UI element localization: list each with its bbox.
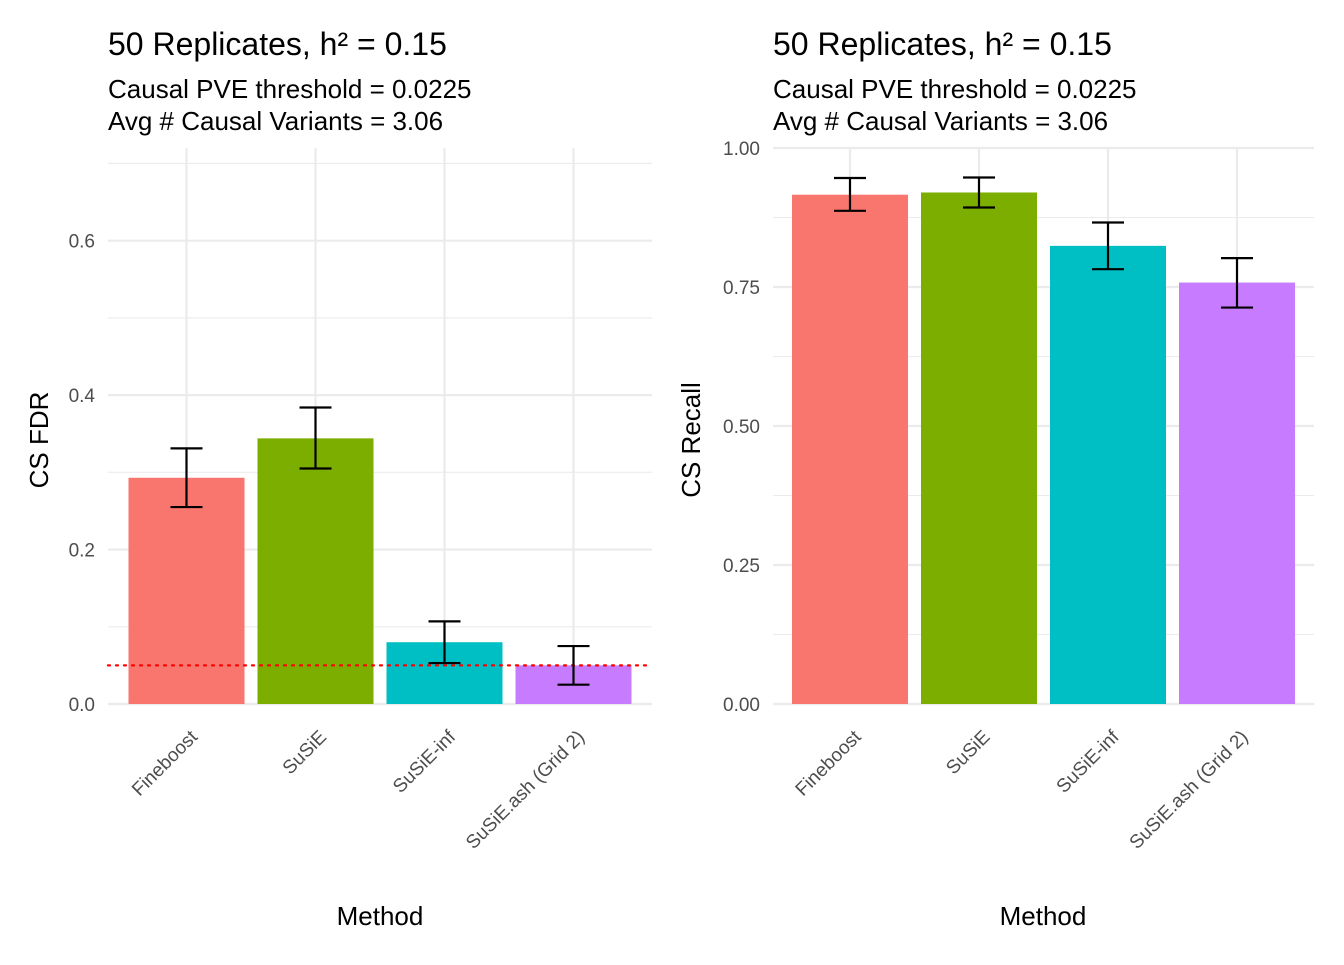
y-tick-label: 1.00 <box>723 139 760 160</box>
x-tick-label: SuSiE.ash (Grid 2) <box>462 727 589 854</box>
error-bar <box>428 620 461 665</box>
bar-fineboost <box>792 194 908 705</box>
panel-1: 50 Replicates, h² = 0.15 Causal PVE thres… <box>24 26 654 931</box>
x-tick-label: SuSiE-inf <box>1053 726 1124 797</box>
y-axis-title: CS Recall <box>676 382 706 498</box>
x-tick-label: SuSiE-inf <box>389 726 460 797</box>
y-tick-label: 0.25 <box>723 556 760 577</box>
chart-title: 50 Replicates, h² = 0.15 <box>108 26 447 62</box>
y-tick-label: 0.75 <box>723 278 760 299</box>
chart-subtitle-line: Causal PVE threshold = 0.0225 <box>108 74 472 104</box>
error-bar <box>1092 221 1124 271</box>
x-tick-label: SuSiE <box>279 727 331 779</box>
x-tick-label: Fineboost <box>792 726 866 800</box>
error-bar <box>299 406 332 470</box>
x-axis-title: Method <box>337 901 424 931</box>
y-tick-label: 0.0 <box>69 695 95 716</box>
y-tick-label: 0.6 <box>69 232 95 253</box>
bar-susie <box>921 192 1037 705</box>
x-tick-label: SuSiE.ash (Grid 2) <box>1126 727 1253 854</box>
chart-title: 50 Replicates, h² = 0.15 <box>773 26 1112 62</box>
panel-2: 50 Replicates, h² = 0.15 Causal PVE thres… <box>676 26 1314 931</box>
bar-fineboost <box>128 477 245 704</box>
bar-susie <box>257 438 374 704</box>
error-bar <box>834 176 866 212</box>
chart-subtitle-line: Avg # Causal Variants = 3.06 <box>108 106 443 136</box>
error-bar <box>170 447 203 509</box>
error-bar <box>557 644 590 686</box>
x-tick-label: Fineboost <box>128 726 202 800</box>
x-tick-label: SuSiE <box>942 727 994 779</box>
chart-subtitle-line: Causal PVE threshold = 0.0225 <box>773 74 1137 104</box>
y-tick-label: 0.00 <box>723 695 760 716</box>
y-tick-label: 0.50 <box>723 417 760 438</box>
chart-subtitle-line: Avg # Causal Variants = 3.06 <box>773 106 1108 136</box>
y-tick-label: 0.4 <box>69 386 96 407</box>
y-axis-title: CS FDR <box>24 392 54 489</box>
y-tick-label: 0.2 <box>69 541 95 562</box>
bar-susie-ash-grid-2- <box>1179 282 1295 704</box>
bar-susie-inf <box>1050 245 1166 704</box>
error-bar <box>963 176 995 209</box>
error-bar <box>1221 256 1253 309</box>
x-axis-title: Method <box>1000 901 1087 931</box>
